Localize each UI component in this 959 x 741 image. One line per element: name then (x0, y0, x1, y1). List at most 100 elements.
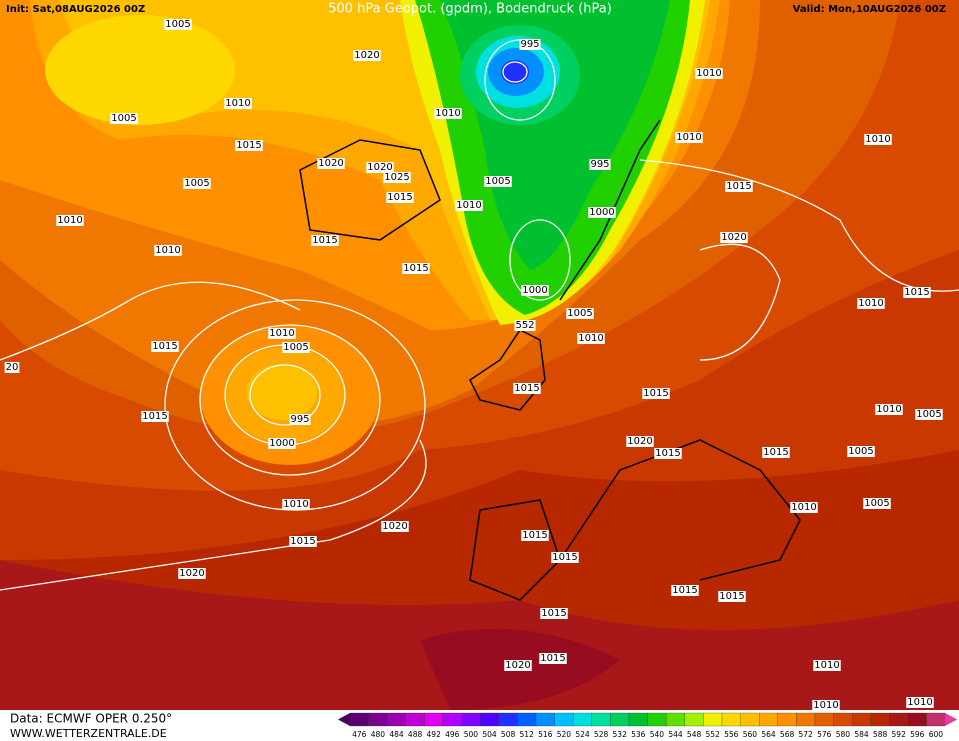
isobar-label-box (383, 172, 411, 183)
isobar-label-box (812, 700, 840, 711)
isobar-label-box (317, 158, 345, 169)
isobar-label: 1015 (152, 341, 177, 352)
isobar-label: 1010 (858, 298, 883, 309)
colorbar-label: 528 (594, 730, 609, 739)
colorbar-label: 548 (687, 730, 702, 739)
isobar-label: 1010 (865, 134, 890, 145)
isobar-label-box (235, 140, 263, 151)
isobar-label: 1005 (184, 178, 209, 189)
isobar-label-box (289, 536, 317, 547)
isobar-label-box (671, 585, 699, 596)
isobar-label: 1010 (225, 98, 250, 109)
isobar-label: 1015 (514, 383, 539, 394)
isobar-label: 1015 (236, 140, 261, 151)
isobar-label-box (282, 342, 310, 353)
isobar-label: 1005 (485, 176, 510, 187)
colorbar-swatch (573, 712, 592, 727)
colorbar-label: 576 (817, 730, 832, 739)
colorbar-swatch (591, 712, 611, 727)
colorbar-label: 520 (557, 730, 572, 739)
isobar-label-box (178, 568, 206, 579)
colorbar-swatch (926, 712, 946, 727)
colorbar-swatch (852, 712, 871, 727)
isobar-label-box (903, 287, 931, 298)
colorbar-swatch (796, 712, 816, 727)
colorbar-label: 596 (910, 730, 925, 739)
colorbar-swatch (387, 712, 406, 727)
isobar-label: 1005 (567, 308, 592, 319)
isobar-label: 1010 (676, 132, 701, 143)
isobar-label-box (268, 438, 296, 449)
colorbar-swatch (777, 712, 797, 727)
isobar-label: 1015 (552, 552, 577, 563)
isobar-label: 1015 (290, 536, 315, 547)
colorbar-swatch (721, 712, 741, 727)
isobar-label: 1020 (721, 232, 746, 243)
isobar-label-box (540, 608, 568, 619)
isobar-label-box (654, 448, 682, 459)
colorbar-swatch (535, 712, 555, 727)
isobar-label: 1010 (578, 333, 603, 344)
isobar-label-box (56, 215, 84, 226)
isobar-label: 1020 (505, 660, 530, 671)
colorbar-label: 584 (854, 730, 869, 739)
colorbar-swatch (554, 712, 574, 727)
colorbar-label: 572 (799, 730, 814, 739)
colorbar-label: 552 (706, 730, 721, 739)
colorbar: 476 480 484 488 492 496 500 504 508 512 516 520 524 5… (338, 712, 958, 739)
isobar-label: 1005 (848, 446, 873, 457)
colorbar-label: 532 (613, 730, 628, 739)
isobar-label-box (268, 328, 296, 339)
isobar-label-box (675, 132, 703, 143)
colorbar-swatch (814, 712, 834, 727)
isobar-label: 1010 (435, 108, 460, 119)
colorbar-swatch (628, 712, 648, 727)
isobar-label: 1015 (672, 585, 697, 596)
colorbar-label: 536 (631, 730, 646, 739)
colorbar-swatch (424, 712, 444, 727)
colorbar-swatch (405, 712, 425, 727)
colorbar-label: 556 (724, 730, 739, 739)
colorbar-label: 568 (780, 730, 795, 739)
colorbar-swatch (461, 712, 481, 727)
colorbar-swatch (610, 712, 630, 727)
colorbar-swatch (368, 712, 388, 727)
isobar-label: 995 (520, 39, 539, 50)
colorbar-label: 500 (464, 730, 479, 739)
isobar-label: 1010 (813, 700, 838, 711)
colorbar-label: 588 (873, 730, 888, 739)
isobar-label: 1015 (312, 235, 337, 246)
isobar-label: 1015 (403, 263, 428, 274)
isobar-label: 1010 (814, 660, 839, 671)
colorbar-label: 516 (538, 730, 553, 739)
isobar-label-box (864, 134, 892, 145)
colorbar-swatch (647, 712, 667, 727)
isobar-label: 1000 (522, 285, 547, 296)
colorbar-swatch (480, 712, 499, 727)
colorbar-label: 492 (427, 730, 442, 739)
isobar-label-box (386, 192, 414, 203)
map-title: 500 hPa Geopot. (gpdm), Bodendruck (hPa) (328, 2, 612, 17)
isobar-label-box (906, 697, 934, 708)
isobar-label: 995 (290, 414, 309, 425)
colorbar-label: 512 (520, 730, 535, 739)
isobar-label-box (875, 404, 903, 415)
isobar-label: 1000 (269, 438, 294, 449)
colorbar-label: 560 (743, 730, 758, 739)
isobar-label: 1020 (367, 162, 392, 173)
isobar-label-box (577, 333, 605, 344)
isobar-label: 1020 (627, 436, 652, 447)
isobar-label: 1020 (318, 158, 343, 169)
isobar-label-box (110, 113, 138, 124)
isobar-label: 1015 (540, 653, 565, 664)
isobar-label-box (366, 162, 394, 173)
isobar-label-box (521, 530, 549, 541)
isobar-label-box (589, 159, 611, 170)
isobar-label: 1020 (354, 50, 379, 61)
colorbar-swatch (759, 712, 778, 727)
isobar-label: 1015 (541, 608, 566, 619)
valid-time: Valid: Mon,10AUG2026 00Z (793, 4, 946, 15)
colorbar-label: 580 (836, 730, 851, 739)
isobar-label-box (695, 68, 723, 79)
isobar-label-box (455, 200, 483, 211)
